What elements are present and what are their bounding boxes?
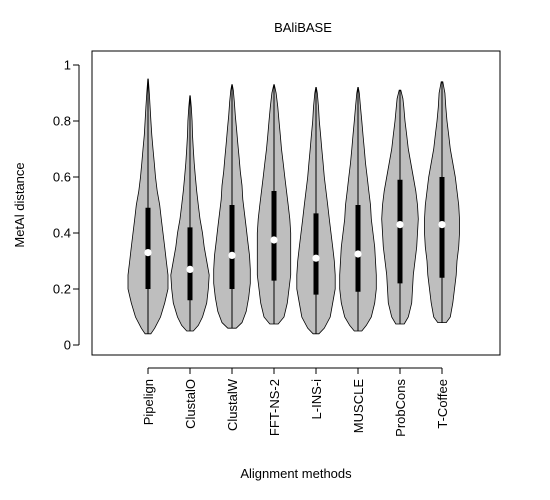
y-tick-label: 0.4 [53,226,71,241]
violin-clustalw [213,84,251,329]
x-tick-label: MUSCLE [351,379,366,434]
x-tick-label: ProbCons [393,379,408,437]
violin-muscle [339,87,377,332]
violin-fft-ns-2 [256,84,292,325]
violins [127,78,460,335]
x-tick-label: Pipelign [141,379,156,425]
x-axis: Pipelign ClustalO ClustalW FFT-NS-2 L-INS-i M… [141,367,450,437]
violin-pipelign [127,78,169,335]
violin-probcons [381,89,419,325]
plot-frame [91,50,501,356]
violin-median [186,265,194,273]
chart-title: BAliBASE [274,20,332,35]
y-axis-label: MetAl distance [12,162,27,247]
violin-median [270,236,278,244]
y-tick-label: 1 [64,58,71,73]
y-tick-label: 0.8 [53,114,71,129]
violin-median [354,250,362,258]
x-tick-label: L-INS-i [309,379,324,420]
x-tick-label: ClustalO [183,379,198,429]
y-tick-label: 0 [64,338,71,353]
violin-median [396,221,404,229]
x-tick-label: ClustalW [225,378,240,431]
violin-median [144,249,152,257]
violin-median [438,221,446,229]
y-axis: 0 0.2 0.4 0.6 0.8 1 [53,58,80,353]
y-tick-label: 0.2 [53,282,71,297]
x-axis-label: Alignment methods [240,466,352,481]
violin-median [228,251,236,259]
violin-t-coffee [424,81,460,323]
violin-clustalo [170,95,210,332]
x-tick-label: FFT-NS-2 [267,379,282,436]
y-tick-label: 0.6 [53,170,71,185]
violin-median [312,254,320,262]
violin-l-ins-i [296,87,336,335]
x-tick-label: T-Coffee [435,379,450,429]
